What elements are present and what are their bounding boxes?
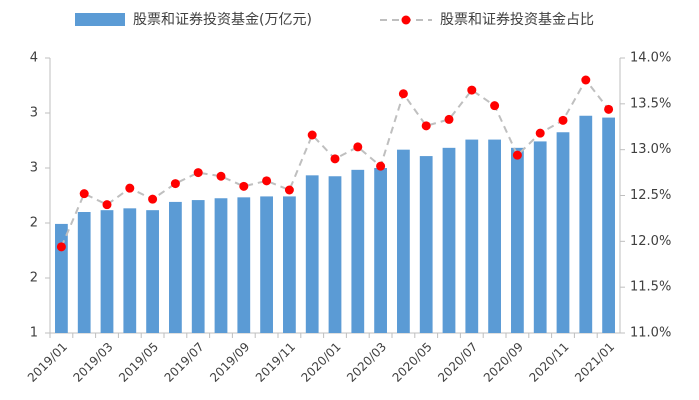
y-tick-label: 4 bbox=[30, 51, 38, 66]
legend-label: 股票和证券投资基金占比 bbox=[440, 11, 594, 28]
point bbox=[284, 185, 294, 195]
point bbox=[444, 114, 454, 124]
point bbox=[558, 115, 568, 125]
bar bbox=[100, 210, 114, 333]
bar bbox=[511, 147, 524, 333]
bar bbox=[305, 175, 319, 333]
point bbox=[330, 154, 340, 164]
bar bbox=[556, 132, 570, 333]
y2-tick-label: 11.5% bbox=[630, 280, 671, 295]
bar bbox=[55, 223, 68, 333]
x-tick-label: 2020/07 bbox=[435, 340, 480, 385]
bar bbox=[214, 198, 228, 333]
bar bbox=[191, 200, 205, 333]
y-tick-label: 3 bbox=[30, 106, 38, 121]
point bbox=[125, 183, 135, 193]
point bbox=[307, 130, 317, 140]
x-tick-label: 2019/09 bbox=[207, 340, 252, 385]
y2-tick-label: 13.5% bbox=[630, 96, 671, 111]
point bbox=[102, 200, 112, 210]
bar bbox=[260, 196, 273, 333]
point bbox=[262, 176, 272, 186]
bar bbox=[442, 147, 456, 333]
bar bbox=[397, 149, 410, 333]
point bbox=[56, 242, 66, 252]
point bbox=[376, 161, 386, 171]
x-tick-label: 2020/01 bbox=[298, 340, 343, 385]
bar bbox=[328, 176, 342, 333]
point bbox=[170, 179, 180, 189]
point bbox=[467, 85, 477, 95]
bar bbox=[351, 169, 365, 333]
point bbox=[421, 121, 431, 131]
bar bbox=[533, 141, 547, 333]
x-tick-label: 2019/01 bbox=[25, 340, 70, 385]
bar bbox=[77, 212, 91, 333]
point bbox=[216, 171, 226, 181]
x-tick-label: 2019/11 bbox=[253, 340, 298, 385]
y2-tick-label: 11.0% bbox=[630, 326, 671, 341]
legend-label: 股票和证券投资基金(万亿元) bbox=[133, 11, 312, 28]
point bbox=[512, 150, 522, 160]
point bbox=[398, 89, 408, 99]
y-tick-label: 2 bbox=[30, 271, 38, 286]
y-tick-label: 2 bbox=[30, 216, 38, 231]
bar bbox=[237, 197, 251, 333]
legend-marker bbox=[401, 15, 411, 25]
legend-swatch bbox=[75, 13, 125, 26]
bar bbox=[146, 210, 159, 333]
bar bbox=[169, 201, 182, 333]
bar bbox=[419, 156, 433, 333]
x-tick-label: 2020/03 bbox=[344, 340, 389, 385]
x-tick-label: 2020/09 bbox=[481, 340, 526, 385]
x-tick-label: 2020/11 bbox=[526, 340, 571, 385]
bar bbox=[374, 168, 387, 333]
point bbox=[535, 128, 545, 138]
y2-tick-label: 13.0% bbox=[630, 142, 671, 157]
point bbox=[581, 75, 591, 85]
x-tick-label: 2021/01 bbox=[572, 340, 617, 385]
point bbox=[79, 189, 89, 199]
point bbox=[148, 194, 158, 204]
point bbox=[604, 104, 614, 114]
y2-tick-label: 12.0% bbox=[630, 234, 671, 249]
y2-tick-label: 12.5% bbox=[630, 188, 671, 203]
bar bbox=[283, 196, 296, 333]
x-tick-label: 2019/05 bbox=[116, 340, 161, 385]
x-tick-label: 2019/07 bbox=[162, 340, 207, 385]
x-tick-label: 2019/03 bbox=[70, 340, 115, 385]
bar bbox=[123, 208, 137, 333]
point bbox=[193, 168, 203, 178]
y2-tick-label: 14.0% bbox=[630, 51, 671, 66]
point bbox=[239, 181, 249, 191]
x-tick-label: 2020/05 bbox=[390, 340, 435, 385]
bar bbox=[488, 139, 501, 333]
bar bbox=[602, 117, 615, 333]
y-tick-label: 3 bbox=[30, 161, 38, 176]
bar bbox=[579, 115, 593, 333]
y-tick-label: 1 bbox=[30, 326, 38, 341]
bar bbox=[465, 139, 479, 333]
point bbox=[490, 101, 500, 111]
point bbox=[353, 142, 363, 152]
